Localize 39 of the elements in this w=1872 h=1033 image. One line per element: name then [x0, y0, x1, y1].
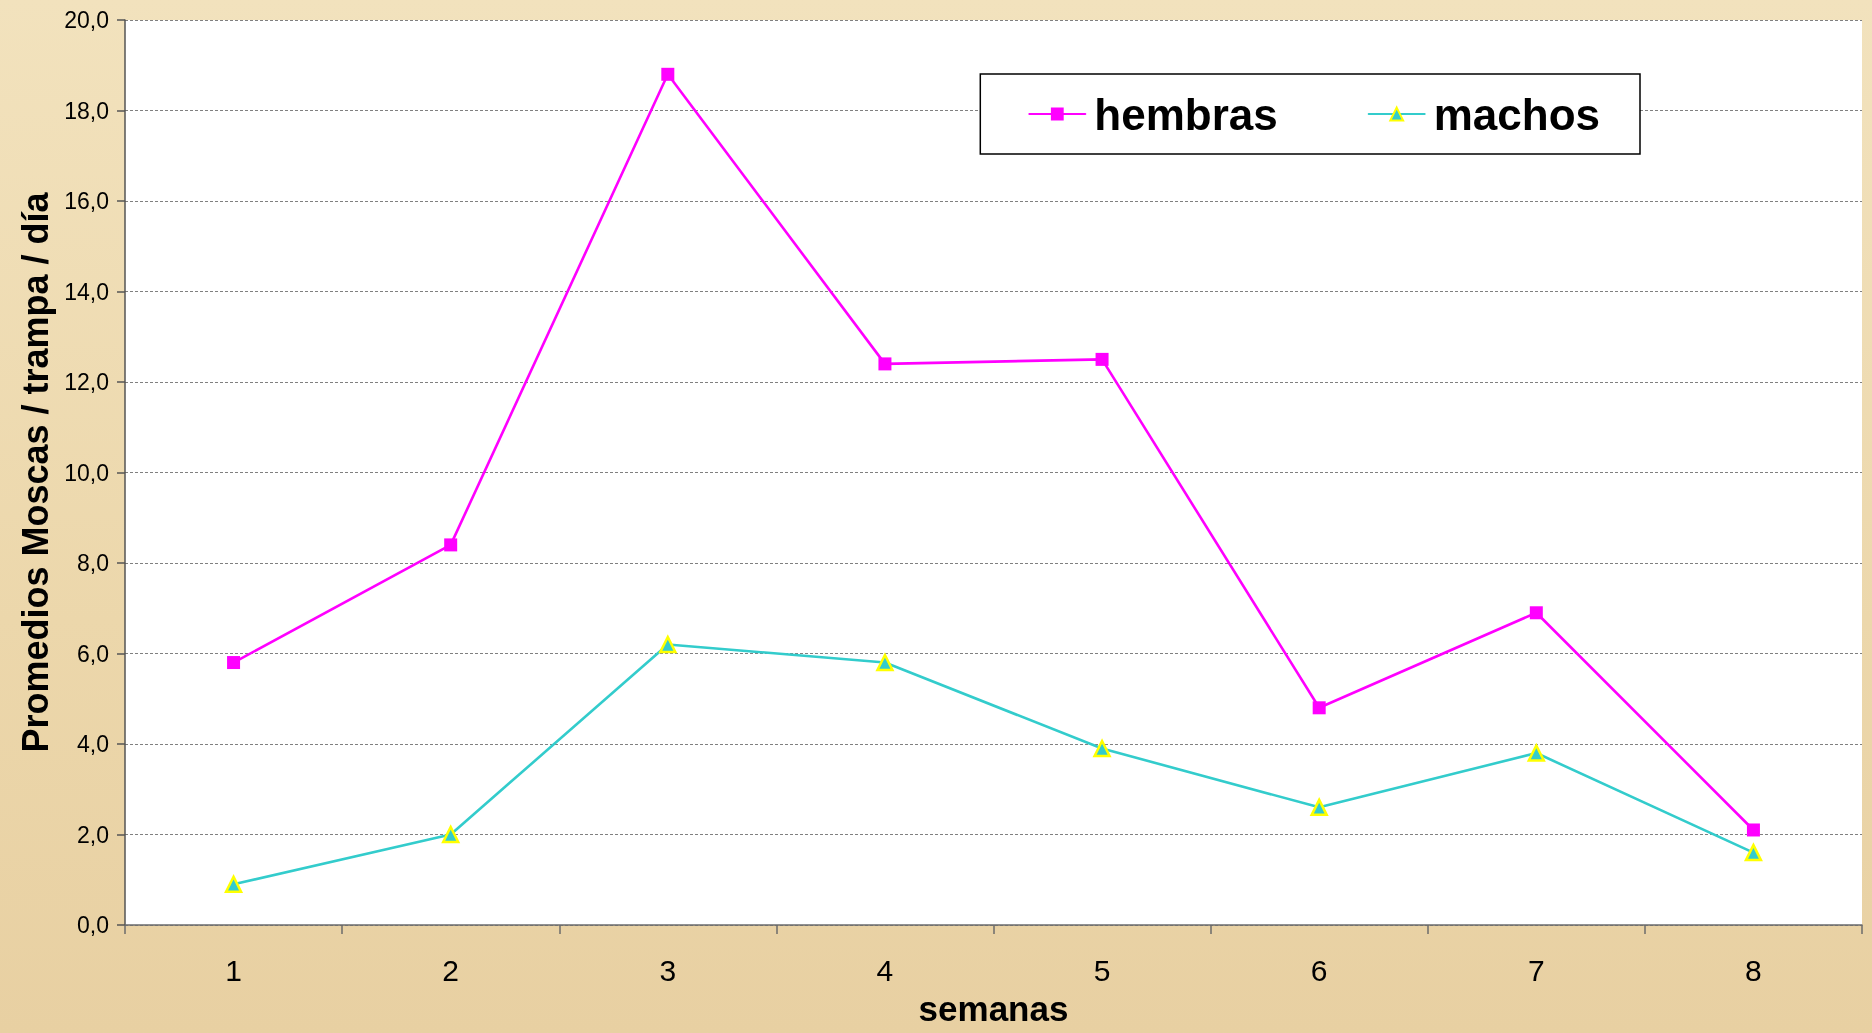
x-axis-title: semanas	[918, 989, 1069, 1028]
y-tick-label: 2,0	[77, 821, 109, 848]
y-tick-label: 10,0	[64, 459, 109, 486]
point	[1312, 701, 1326, 715]
point	[1529, 606, 1543, 620]
y-tick-label: 0,0	[77, 912, 109, 938]
point	[1310, 798, 1328, 817]
y-tick-label: 14,0	[64, 278, 109, 305]
point	[227, 656, 241, 670]
y-tick-label: 4,0	[77, 731, 109, 757]
x-tick-label: 1	[225, 953, 242, 987]
point	[224, 875, 243, 894]
point	[1093, 739, 1111, 758]
point	[659, 635, 677, 654]
y-tick-label: 6,0	[77, 640, 109, 667]
point	[1527, 744, 1546, 762]
x-tick-label: 8	[1745, 953, 1762, 987]
point	[661, 67, 675, 81]
legend-label: machos	[1433, 89, 1601, 139]
y-tick-label: 16,0	[64, 188, 109, 214]
x-tick-label: 6	[1310, 953, 1328, 987]
point	[878, 357, 892, 371]
x-tick-label: 4	[876, 953, 894, 987]
point	[1095, 352, 1109, 366]
x-tick-label: 3	[659, 953, 677, 987]
point	[876, 653, 894, 672]
x-tick-label: 7	[1527, 953, 1545, 987]
point	[1744, 843, 1763, 862]
y-tick-label: 8,0	[77, 550, 109, 576]
point	[1746, 823, 1760, 837]
y-axis-title: Promedios Moscas / trampa / día	[14, 191, 56, 753]
point	[444, 538, 458, 552]
point	[441, 825, 460, 844]
y-tick-label: 18,0	[64, 97, 109, 124]
y-tick-label: 12,0	[64, 369, 109, 395]
x-tick-label: 5	[1093, 953, 1111, 987]
y-tick-label: 20,0	[64, 7, 109, 33]
legend-label: hembras	[1094, 89, 1278, 139]
x-tick-label: 2	[442, 953, 460, 987]
